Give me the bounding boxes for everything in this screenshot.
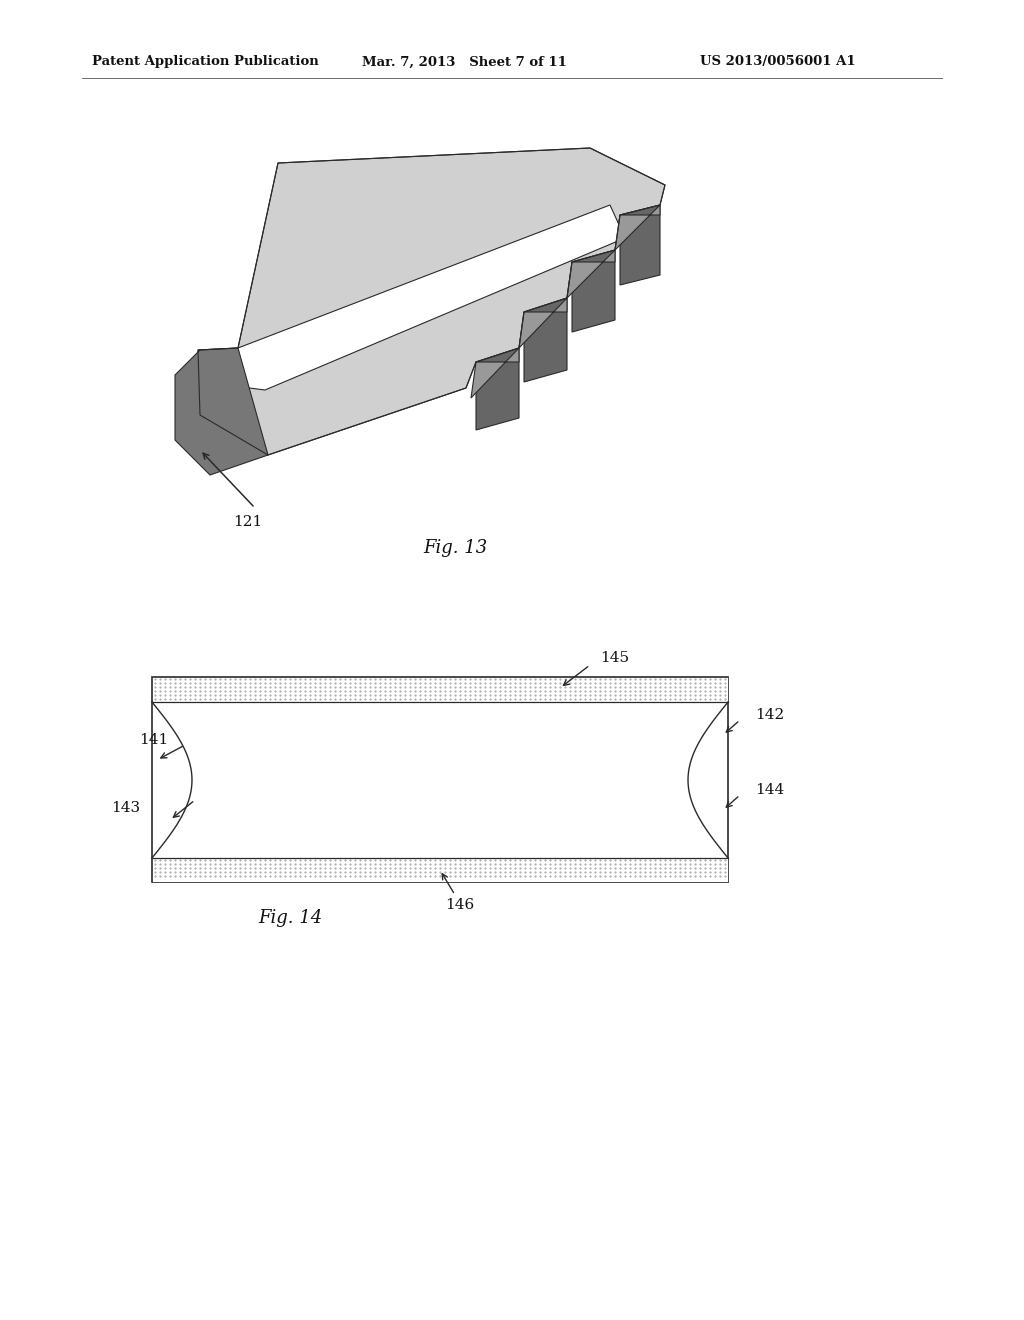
Polygon shape — [572, 249, 615, 333]
Text: US 2013/0056001 A1: US 2013/0056001 A1 — [700, 55, 856, 69]
Text: Patent Application Publication: Patent Application Publication — [92, 55, 318, 69]
Text: 121: 121 — [233, 515, 262, 529]
Polygon shape — [471, 348, 519, 399]
Text: 145: 145 — [600, 651, 629, 665]
Polygon shape — [615, 205, 660, 249]
Bar — [152, 677, 728, 702]
Polygon shape — [175, 348, 268, 475]
Polygon shape — [476, 348, 519, 430]
Text: 146: 146 — [445, 898, 475, 912]
Polygon shape — [567, 249, 615, 298]
Text: 141: 141 — [138, 733, 168, 747]
Polygon shape — [203, 205, 625, 389]
Polygon shape — [519, 298, 567, 348]
Polygon shape — [524, 298, 567, 381]
Text: Fig. 14: Fig. 14 — [258, 909, 323, 927]
Text: 143: 143 — [111, 801, 140, 814]
Text: 144: 144 — [755, 783, 784, 797]
Polygon shape — [198, 148, 665, 455]
Bar — [152, 858, 728, 882]
Polygon shape — [620, 205, 660, 285]
Text: Fig. 13: Fig. 13 — [423, 539, 487, 557]
Text: 142: 142 — [755, 708, 784, 722]
Bar — [152, 677, 728, 882]
Text: Mar. 7, 2013   Sheet 7 of 11: Mar. 7, 2013 Sheet 7 of 11 — [362, 55, 567, 69]
